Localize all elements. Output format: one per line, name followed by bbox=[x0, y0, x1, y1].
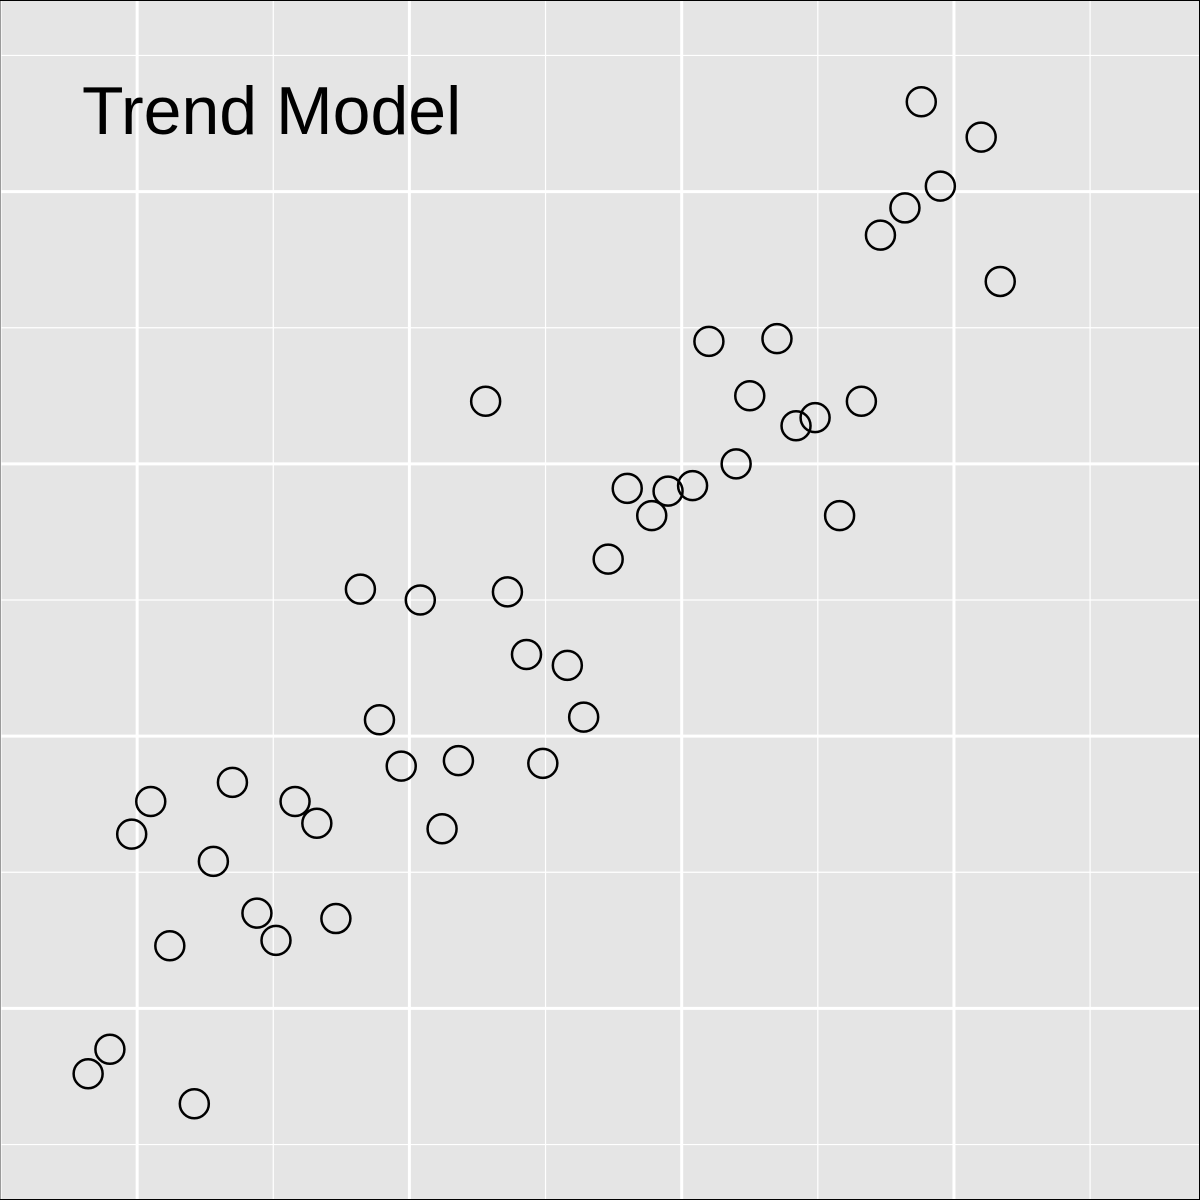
data-point bbox=[734, 380, 766, 412]
data-point bbox=[567, 701, 600, 733]
data-point bbox=[216, 766, 249, 799]
data-point bbox=[592, 543, 624, 575]
data-point bbox=[799, 401, 831, 434]
data-point bbox=[924, 170, 957, 202]
data-point bbox=[260, 924, 292, 957]
data-point bbox=[320, 902, 352, 935]
data-point bbox=[72, 1058, 104, 1090]
data-point bbox=[197, 845, 230, 878]
data-point bbox=[94, 1033, 126, 1065]
data-point bbox=[178, 1087, 211, 1120]
data-point bbox=[551, 649, 584, 682]
data-point bbox=[469, 385, 502, 417]
data-point bbox=[984, 265, 1016, 298]
data-point bbox=[652, 475, 684, 507]
data-point bbox=[279, 785, 311, 818]
data-point bbox=[426, 812, 458, 845]
data-point bbox=[693, 325, 725, 358]
data-point bbox=[344, 573, 377, 605]
data-point bbox=[301, 807, 333, 840]
data-point bbox=[676, 469, 709, 502]
data-point bbox=[363, 704, 396, 736]
data-point bbox=[135, 785, 167, 818]
data-point bbox=[385, 750, 417, 782]
data-point bbox=[823, 499, 856, 532]
data-point bbox=[115, 818, 148, 850]
chart-title: Trend Model bbox=[82, 73, 461, 149]
data-point bbox=[442, 744, 475, 777]
data-point bbox=[510, 638, 543, 671]
data-point bbox=[635, 499, 668, 532]
data-point bbox=[527, 747, 559, 780]
data-point bbox=[780, 409, 812, 442]
data-point bbox=[864, 219, 897, 251]
data-point bbox=[845, 385, 878, 417]
data-point bbox=[761, 322, 793, 355]
data-point bbox=[491, 576, 524, 608]
data-points bbox=[72, 85, 1016, 1120]
data-point bbox=[905, 85, 938, 118]
data-point bbox=[965, 121, 997, 153]
data-point bbox=[611, 472, 643, 505]
data-point bbox=[720, 448, 752, 480]
data-point bbox=[404, 584, 437, 616]
data-point bbox=[889, 192, 921, 224]
data-point bbox=[241, 897, 273, 929]
data-point bbox=[154, 930, 186, 962]
